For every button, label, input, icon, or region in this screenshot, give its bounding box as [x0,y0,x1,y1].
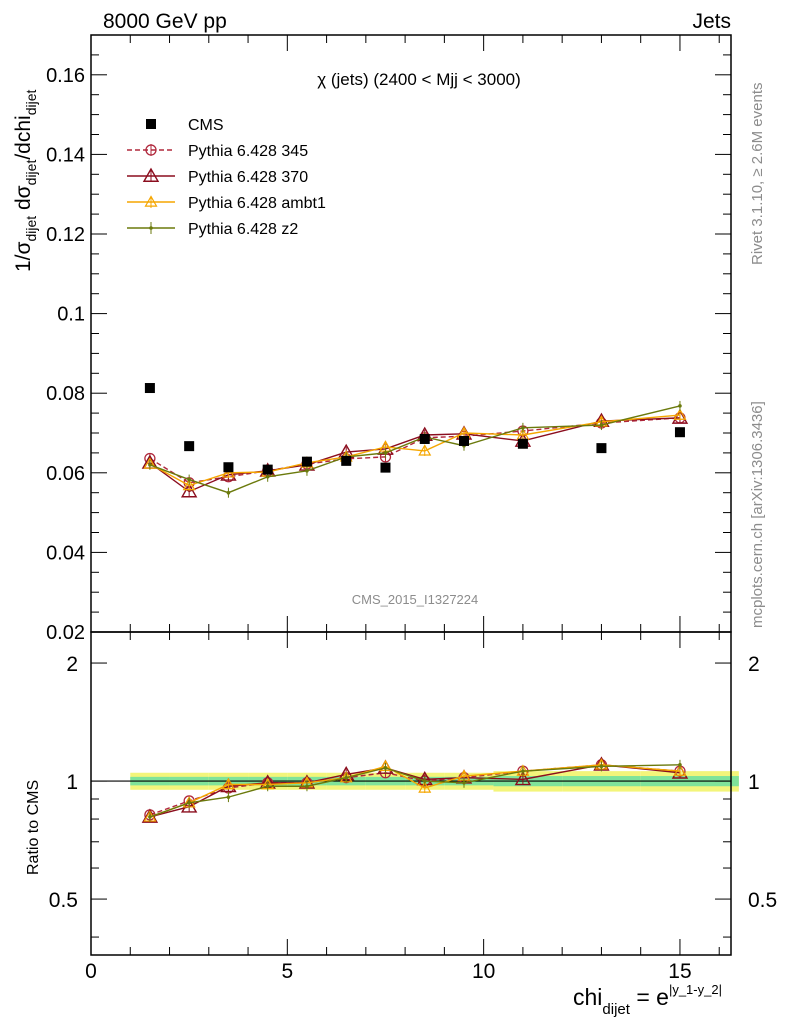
data-point-z2 [226,490,231,495]
data-point-ambt1 [673,764,687,776]
y-tick-label: 0.04 [46,542,85,564]
data-point-z2 [599,764,604,769]
data-point-ambt1 [221,777,235,790]
data-point-cms [144,383,155,394]
legend-label-cms: CMS [188,117,224,134]
y-tick-label: 0.16 [46,65,85,87]
data-point-p370 [180,483,198,498]
data-point-z2 [422,779,427,783]
data-point-cms [596,443,607,454]
series-line-z2 [149,405,681,494]
legend-label-z2: Pythia 6.428 z2 [188,221,298,238]
analysis-watermark: CMS_2015_I1327224 [352,592,479,607]
data-point-z2 [462,780,466,785]
data-point-p370 [514,770,532,786]
main-plot: 0.02 0.04 0.06 0.08 0.1 0.12 0.14 0.16 [46,34,732,644]
data-point-z2 [521,426,525,430]
x-tick-label: 5 [281,960,293,983]
data-point-z2 [305,784,309,789]
data-point-z2 [383,451,388,455]
data-point-cms [674,427,685,438]
data-point-z2 [226,795,231,799]
data-point-z2 [187,477,191,482]
legend-marker-z2 [149,226,153,230]
y-tick-label: 0.14 [46,144,85,166]
legend-label-ambt1: Pythia 6.428 ambt1 [188,195,326,212]
ratio-y-axis-title: Ratio to CMS [25,780,42,875]
data-point-ambt1 [673,408,687,420]
legend-marker-cms [146,119,156,129]
data-point-cms [419,433,430,444]
mcplots-label: mcplots.cern.ch [arXiv:1306.3436] [749,401,766,628]
legend-marker-ambt1 [144,195,158,207]
x-tick-label: 10 [472,960,495,983]
ratio-y-tick-label: 2 [66,653,78,676]
y-tick-label: 0.02 [46,622,85,644]
data-point-cms [262,464,273,475]
data-point-cms [301,456,312,467]
x-tick-label: 0 [85,960,97,983]
data-point-z2 [678,763,682,767]
main-frame [90,34,732,633]
ratio-y-tick-label: 0.5 [49,889,78,912]
plot-title: χ (jets) (2400 < Mjj < 3000) [317,70,521,89]
ratio-y-tick-label-right: 2 [748,653,760,676]
y-tick-label: 0.12 [46,224,85,246]
rivet-label: Rivet 3.1.10, ≥ 2.6M events [749,83,766,266]
data-point-z2 [383,766,388,770]
data-point-p370 [671,409,689,424]
header-left: 8000 GeV pp [103,10,227,33]
series-line-z2 [149,764,680,818]
x-axis-title: chidijet = e|y_1-y_2| [573,982,722,1018]
data-point-ambt1 [418,444,432,456]
data-point-z2 [521,769,525,773]
ratio-y-tick-label: 1 [66,771,78,794]
data-point-z2 [305,469,309,473]
data-point-cms [459,435,470,446]
data-point-z2 [344,775,349,780]
ratio-frame [90,631,732,956]
data-point-z2 [187,801,191,805]
x-tick-label: 15 [668,960,691,983]
data-point-z2 [678,404,682,408]
legend-marker-p370 [142,167,160,182]
legend-label-p370: Pythia 6.428 370 [188,169,308,186]
y-tick-label: 0.1 [57,304,85,326]
y-tick-label: 0.08 [46,383,85,405]
ratio-plot: 0 5 10 15 0.5 0.5 1 1 2 2 [49,631,777,983]
data-point-z2 [265,784,270,789]
data-point-z2 [265,474,270,479]
data-point-z2 [148,463,152,467]
data-point-cms [341,455,352,466]
series-line-p370 [149,417,680,493]
ratio-y-tick-label-right: 0.5 [748,889,777,912]
y-tick-label: 0.06 [46,463,85,485]
data-point-cms [223,462,234,473]
data-point-ambt1 [182,478,196,491]
series-line-ambt1 [149,414,681,487]
data-point-cms [184,441,195,452]
legend-label-p345: Pythia 6.428 345 [188,143,308,160]
data-point-z2 [599,423,604,427]
legend-marker-p345 [145,144,157,156]
series-line-p345 [149,417,681,484]
data-point-z2 [148,815,152,819]
data-point-cms [517,438,528,449]
ratio-y-tick-label-right: 1 [748,771,760,794]
main-y-axis-title: 1/σdijet dσdijet/dchidijet [12,90,39,272]
legend: CMS Pythia 6.428 345 Pythia 6.428 370 Pythi… [127,117,326,238]
data-point-ambt1 [418,781,432,793]
data-point-p370 [180,798,198,813]
data-point-cms [380,462,391,473]
header-right: Jets [692,10,731,33]
